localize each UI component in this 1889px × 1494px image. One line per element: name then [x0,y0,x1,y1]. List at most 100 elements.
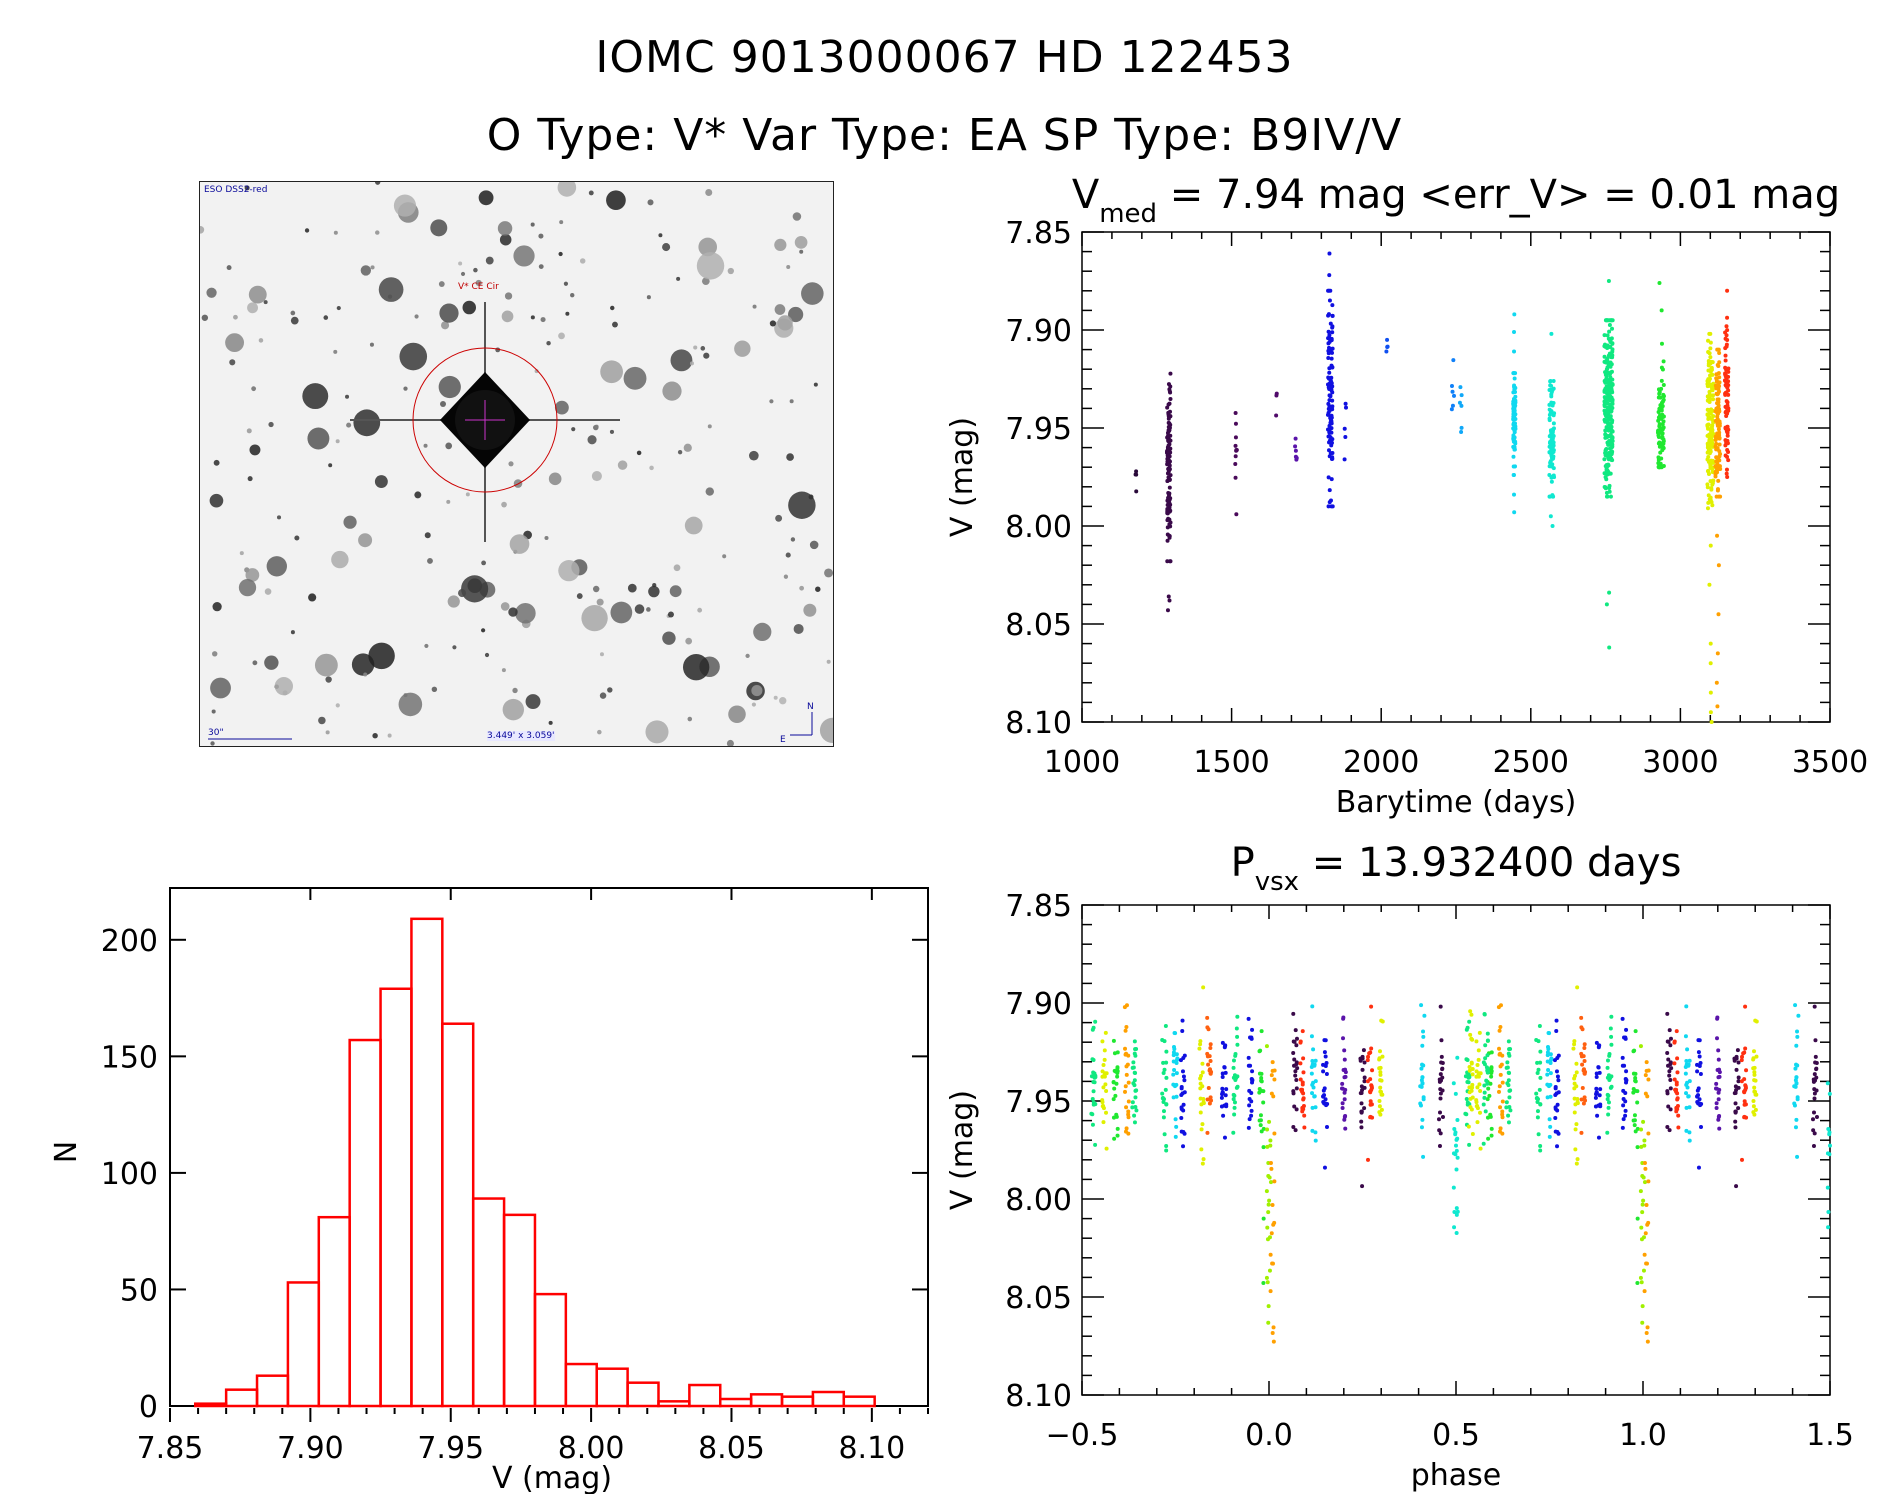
field-star [248,285,267,304]
data-point [1161,1115,1166,1120]
field-star [600,360,623,384]
data-point [1377,1098,1382,1103]
data-point [1602,354,1607,359]
histogram-bar [564,1362,598,1408]
data-point [1796,1013,1801,1018]
data-point [1477,1082,1482,1087]
field-star [745,653,750,659]
field-star [423,443,428,448]
data-point [1164,1060,1169,1065]
field-star [351,653,375,676]
field-star [465,492,470,497]
data-point [1603,379,1608,384]
data-point [1706,469,1711,474]
data-point [1548,464,1553,469]
data-point [1249,1108,1254,1113]
data-point [1659,378,1664,383]
data-point [1235,1084,1240,1089]
data-point [1134,489,1139,494]
data-point [1814,1067,1819,1072]
data-point [1100,1098,1105,1103]
data-point [1606,1100,1611,1105]
data-point [1342,1117,1347,1122]
data-point [1603,447,1608,452]
x-tick-label: 8.05 [698,1431,765,1466]
data-point [1605,1092,1610,1097]
data-point [1322,1165,1327,1170]
data-point [1265,1127,1270,1132]
field-star [693,345,698,350]
data-point [1632,1113,1637,1118]
data-point [1182,1090,1187,1095]
data-point [1250,1080,1255,1085]
data-point [1604,490,1609,495]
x-tick-label: 1.0 [1619,1418,1667,1453]
field-star [769,399,774,404]
field-star [209,493,224,508]
data-point [1572,1042,1577,1047]
data-point [1644,1331,1649,1336]
data-point [1171,1059,1176,1064]
data-point [1506,1039,1511,1044]
data-point [1609,1042,1614,1047]
data-point [1101,1120,1106,1125]
data-point [1660,367,1665,372]
data-point [1171,1072,1176,1077]
field-star [515,602,536,624]
histogram-bar [471,1197,506,1408]
field-star [571,427,576,432]
data-point [1605,333,1610,338]
data-point [1631,1049,1636,1054]
data-point [1293,1073,1298,1078]
field-star [677,449,683,455]
data-point [1706,500,1711,505]
data-point [1466,1124,1471,1129]
field-star [374,475,388,489]
data-point [1326,329,1331,334]
data-point [1512,492,1517,497]
field-star [323,315,329,320]
data-point [1733,1084,1738,1089]
data-point [1482,1083,1487,1088]
data-point [1257,1118,1262,1123]
data-point [1452,1127,1457,1132]
data-point [1603,419,1608,424]
data-point [1478,1110,1483,1115]
data-point [1715,1015,1720,1020]
data-point [1607,322,1612,327]
data-point [1656,418,1661,423]
data-point [1298,1040,1303,1045]
x-tick-label: 1500 [1193,745,1269,780]
field-star [438,281,445,287]
data-point [1548,1071,1553,1076]
field-star [244,185,250,191]
data-point [1552,411,1557,416]
data-point [1321,1069,1326,1074]
field-star [501,310,514,323]
data-point [1453,1130,1458,1135]
data-point [1723,410,1728,415]
data-point [1608,387,1613,392]
data-point [1752,1078,1757,1083]
data-point [1090,1097,1095,1102]
data-point [1470,1132,1475,1137]
data-point [1166,382,1171,387]
histogram-bar [441,1022,475,1408]
data-point [1549,400,1554,405]
data-point [1312,1094,1317,1099]
data-point [1420,1081,1425,1086]
data-point [1579,1015,1584,1020]
field-star [698,237,718,257]
data-point [1740,1054,1745,1059]
data-point [1596,1103,1601,1108]
data-point [1715,704,1720,709]
data-point [1739,1058,1744,1063]
data-point [1343,401,1348,406]
data-point [1580,1062,1585,1067]
data-point [1164,1049,1169,1054]
data-point [1640,1210,1645,1215]
field-star [530,315,535,320]
field-star [424,532,431,539]
data-point [1234,1026,1239,1031]
data-point [1639,1280,1644,1285]
